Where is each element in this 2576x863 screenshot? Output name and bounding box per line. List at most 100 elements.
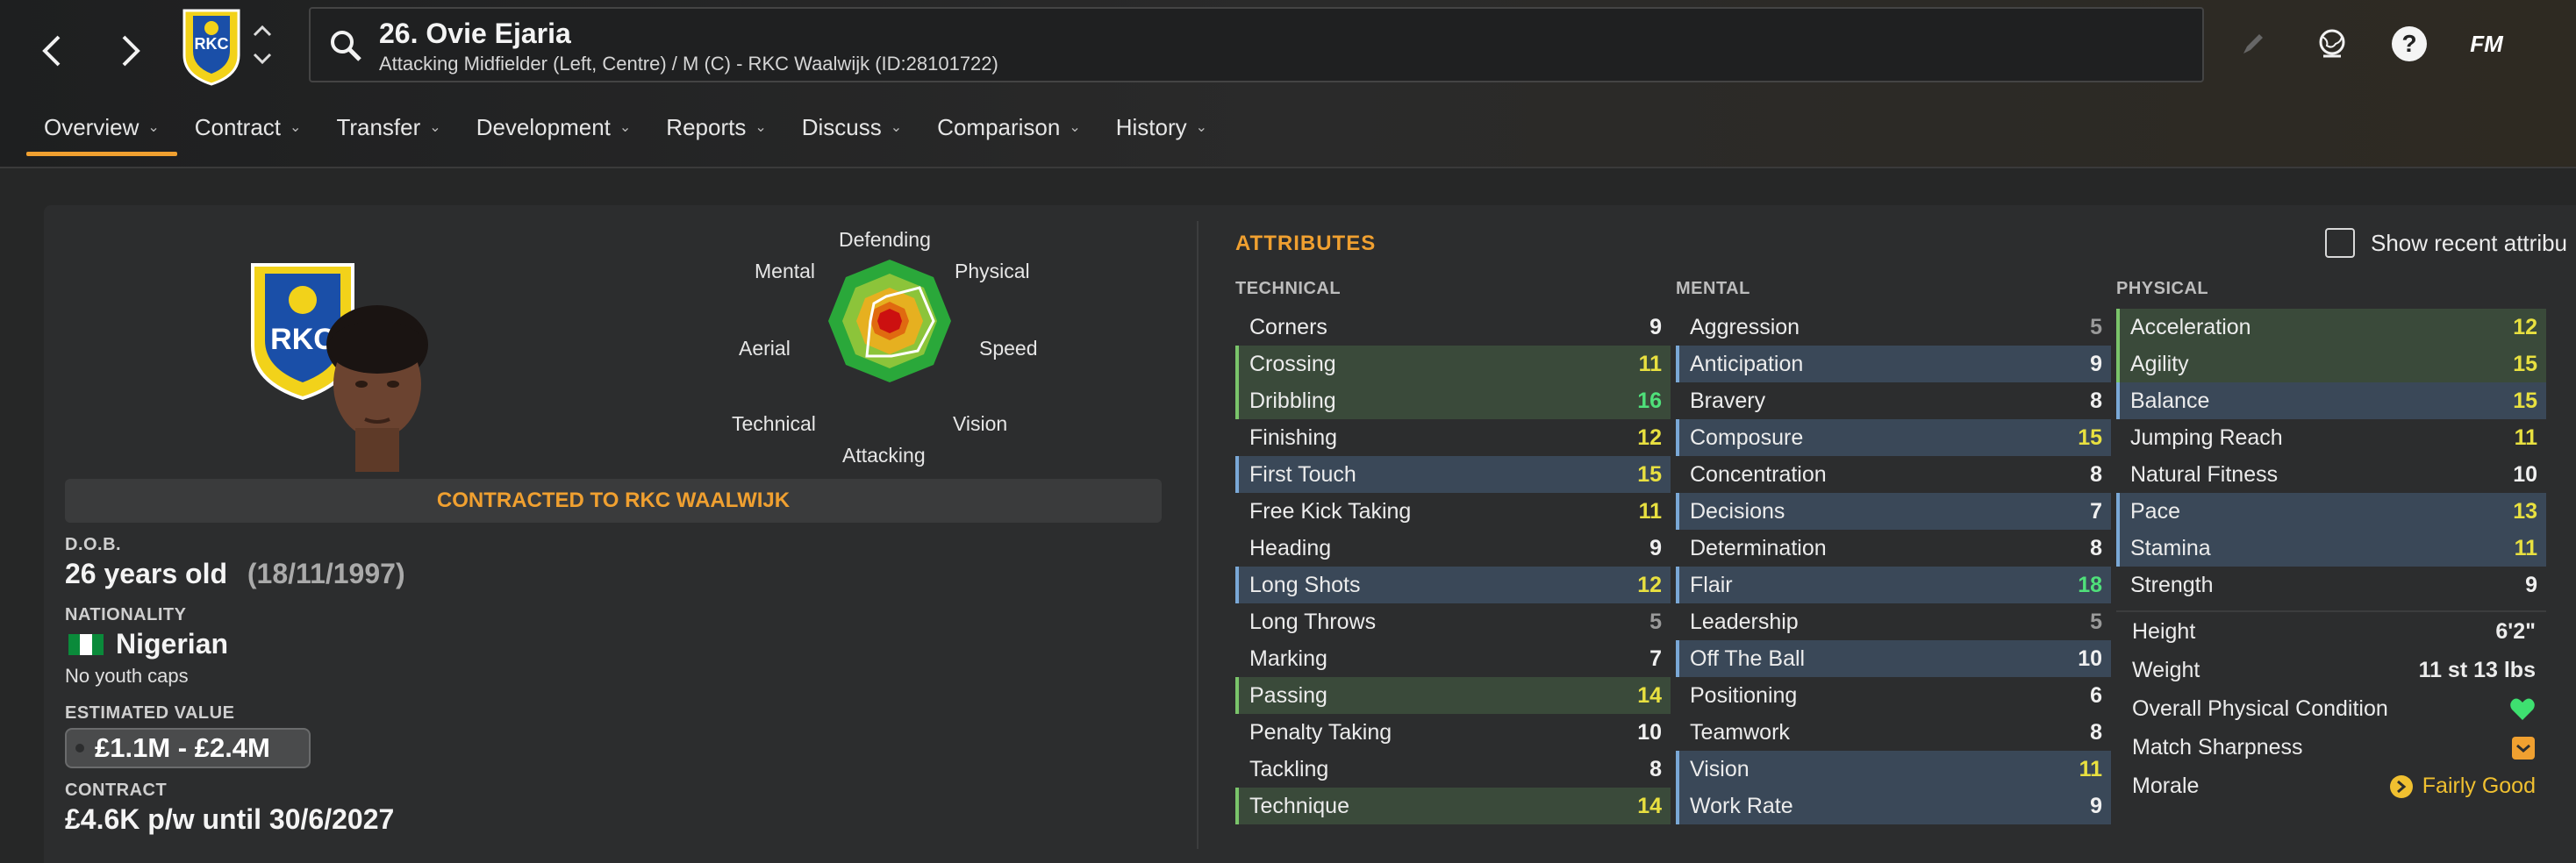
attribute-row-passing[interactable]: Passing 14 xyxy=(1235,677,1671,714)
attribute-row-positioning[interactable]: Positioning 6 xyxy=(1676,677,2111,714)
attribute-row-leadership[interactable]: Leadership 5 xyxy=(1676,603,2111,640)
attribute-name: Leadership xyxy=(1690,609,1799,634)
attribute-name: Pace xyxy=(2130,498,2180,524)
show-recent-toggle[interactable]: Show recent attribu xyxy=(2325,228,2567,258)
attribute-row-technique[interactable]: Technique 14 xyxy=(1235,788,1671,824)
value-label: ESTIMATED VALUE xyxy=(65,703,235,723)
tab-history[interactable]: History ⌄ xyxy=(1098,103,1225,156)
chevron-down-icon[interactable] xyxy=(249,46,275,72)
contract-label: CONTRACT xyxy=(65,781,168,800)
attribute-value: 8 xyxy=(1649,756,1662,781)
weight-label: Weight xyxy=(2132,658,2200,682)
attribute-row-long-shots[interactable]: Long Shots 12 xyxy=(1235,567,1671,603)
attribute-name: Technique xyxy=(1249,793,1349,818)
attribute-name: Flair xyxy=(1690,572,1733,597)
chevron-up-icon[interactable] xyxy=(249,18,275,44)
attribute-row-stamina[interactable]: Stamina 11 xyxy=(2116,530,2546,567)
pencil-icon[interactable] xyxy=(2229,19,2278,68)
attribute-row-finishing[interactable]: Finishing 12 xyxy=(1235,419,1671,456)
attribute-value: 10 xyxy=(2513,461,2537,487)
search-icon[interactable] xyxy=(328,28,363,63)
attribute-row-long-throws[interactable]: Long Throws 5 xyxy=(1235,603,1671,640)
attribute-name: Off The Ball xyxy=(1690,645,1806,671)
attribute-name: Natural Fitness xyxy=(2130,461,2279,487)
attribute-value: 6 xyxy=(2090,682,2102,708)
tab-reports[interactable]: Reports ⌄ xyxy=(648,103,784,156)
heart-icon[interactable] xyxy=(2509,697,2536,722)
club-crest-large: RKC xyxy=(251,263,354,401)
attribute-value: 10 xyxy=(1637,719,1662,745)
attribute-row-off-the-ball[interactable]: Off The Ball 10 xyxy=(1676,640,2111,677)
back-arrow-icon[interactable] xyxy=(26,25,79,77)
technical-attributes: Corners 9 Crossing 11 Dribbling 16 Finishing 12… xyxy=(1235,309,1671,824)
club-crest-icon[interactable]: RKC xyxy=(181,7,242,86)
attribute-name: Jumping Reach xyxy=(2130,424,2283,450)
player-title: 26. Ovie Ejaria xyxy=(379,18,571,49)
attribute-row-corners[interactable]: Corners 9 xyxy=(1235,309,1671,346)
fm-logo-icon[interactable]: FM xyxy=(2470,30,2503,57)
attribute-name: Concentration xyxy=(1690,461,1827,487)
attribute-row-free-kick-taking[interactable]: Free Kick Taking 11 xyxy=(1235,493,1671,530)
attribute-row-heading[interactable]: Heading 9 xyxy=(1235,530,1671,567)
height-row: Height 6'2" xyxy=(2116,619,2546,645)
tab-label: History xyxy=(1115,113,1187,140)
radar-label-speed: Speed xyxy=(979,337,1038,360)
attribute-row-concentration[interactable]: Concentration 8 xyxy=(1676,456,2111,493)
attribute-row-anticipation[interactable]: Anticipation 9 xyxy=(1676,346,2111,382)
tab-development[interactable]: Development ⌄ xyxy=(459,103,649,156)
tab-overview[interactable]: Overview ⌄ xyxy=(26,103,177,156)
nationality-value: Nigerian xyxy=(68,628,228,660)
sharpness-row: Match Sharpness xyxy=(2116,735,2546,760)
attribute-row-strength[interactable]: Strength 9 xyxy=(2116,567,2546,603)
attribute-row-first-touch[interactable]: First Touch 15 xyxy=(1235,456,1671,493)
svg-text:RKC: RKC xyxy=(195,35,229,53)
attribute-row-decisions[interactable]: Decisions 7 xyxy=(1676,493,2111,530)
attribute-row-crossing[interactable]: Crossing 11 xyxy=(1235,346,1671,382)
player-search-box[interactable]: 26. Ovie Ejaria Attacking Midfielder (Le… xyxy=(309,7,2204,82)
nigeria-flag-icon xyxy=(68,633,104,655)
estimated-value-pill: £1.1M - £2.4M xyxy=(65,728,311,768)
attribute-row-tackling[interactable]: Tackling 8 xyxy=(1235,751,1671,788)
attribute-value: 5 xyxy=(1649,609,1662,634)
show-recent-checkbox[interactable] xyxy=(2325,228,2355,258)
help-icon[interactable]: ? xyxy=(2385,19,2434,68)
attribute-row-jumping-reach[interactable]: Jumping Reach 11 xyxy=(2116,419,2546,456)
attribute-row-flair[interactable]: Flair 18 xyxy=(1676,567,2111,603)
contract-banner: CONTRACTED TO RKC WAALWIJK xyxy=(65,479,1162,523)
dob-value: 26 years old (18/11/1997) xyxy=(65,558,405,590)
attribute-row-natural-fitness[interactable]: Natural Fitness 10 xyxy=(2116,456,2546,493)
attribute-row-work-rate[interactable]: Work Rate 9 xyxy=(1676,788,2111,824)
radar-label-defending: Defending xyxy=(839,228,931,251)
globe-icon[interactable] xyxy=(2308,19,2357,68)
forward-arrow-icon[interactable] xyxy=(104,25,156,77)
weight-value: 11 st 13 lbs xyxy=(2418,658,2536,682)
tab-discuss[interactable]: Discuss ⌄ xyxy=(784,103,919,156)
attribute-row-composure[interactable]: Composure 15 xyxy=(1676,419,2111,456)
attribute-row-teamwork[interactable]: Teamwork 8 xyxy=(1676,714,2111,751)
attribute-value: 14 xyxy=(1637,682,1662,708)
attribute-row-vision[interactable]: Vision 11 xyxy=(1676,751,2111,788)
tab-contract[interactable]: Contract ⌄ xyxy=(177,103,319,156)
header-divider xyxy=(0,167,2576,168)
attribute-value: 9 xyxy=(2090,793,2102,818)
sharpness-icon[interactable] xyxy=(2511,736,2536,760)
attribute-row-pace[interactable]: Pace 13 xyxy=(2116,493,2546,530)
tab-transfer[interactable]: Transfer ⌄ xyxy=(318,103,458,156)
attribute-value: 8 xyxy=(2090,461,2102,487)
tab-comparison[interactable]: Comparison ⌄ xyxy=(919,103,1098,156)
morale-value-wrap[interactable]: Fairly Good xyxy=(2389,774,2536,799)
attribute-name: Stamina xyxy=(2130,535,2211,560)
attribute-row-acceleration[interactable]: Acceleration 12 xyxy=(2116,309,2546,346)
attribute-row-marking[interactable]: Marking 7 xyxy=(1235,640,1671,677)
attribute-value: 18 xyxy=(2078,572,2102,597)
attribute-row-balance[interactable]: Balance 15 xyxy=(2116,382,2546,419)
attribute-row-aggression[interactable]: Aggression 5 xyxy=(1676,309,2111,346)
attribute-row-determination[interactable]: Determination 8 xyxy=(1676,530,2111,567)
attribute-value: 9 xyxy=(2090,351,2102,376)
attribute-row-bravery[interactable]: Bravery 8 xyxy=(1676,382,2111,419)
attribute-row-penalty-taking[interactable]: Penalty Taking 10 xyxy=(1235,714,1671,751)
attribute-row-agility[interactable]: Agility 15 xyxy=(2116,346,2546,382)
physical-header: PHYSICAL xyxy=(2116,279,2209,298)
dob-date: (18/11/1997) xyxy=(247,558,405,589)
attribute-row-dribbling[interactable]: Dribbling 16 xyxy=(1235,382,1671,419)
